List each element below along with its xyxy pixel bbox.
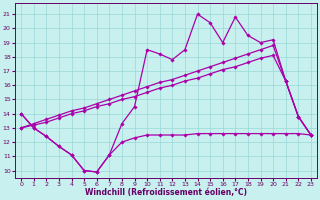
X-axis label: Windchill (Refroidissement éolien,°C): Windchill (Refroidissement éolien,°C): [85, 188, 247, 197]
